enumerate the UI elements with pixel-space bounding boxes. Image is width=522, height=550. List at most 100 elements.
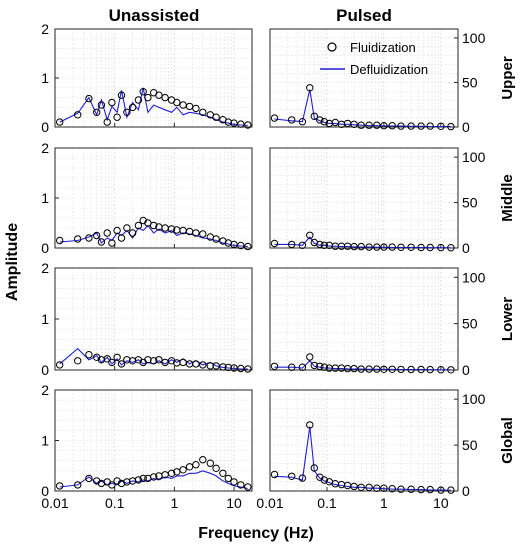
fluidization-point [85,474,93,483]
y-tick-label: 1 [41,70,49,86]
fluidization-point [270,470,279,479]
legend-label-defluidization: Defluidization [350,62,428,77]
fluidization-point [139,474,147,483]
fluidization-point [56,236,64,245]
y-tick-label: 2 [41,21,49,37]
fluidization-point [388,485,396,493]
fluidization-point [185,463,194,471]
fluidization-point [74,481,82,489]
fluidization-point [270,362,279,370]
fluidization-point [161,93,169,102]
fluidization-point [128,103,137,112]
fluidization-point [350,242,358,251]
fluidization-point [365,483,373,491]
fluidization-point [167,225,176,233]
fluidization-point [199,230,207,238]
fluidization-point [56,482,64,490]
y-tick-label: 100 [462,269,486,285]
fluidization-point [288,472,296,480]
fluidization-point [380,243,388,251]
x-tick-label: 0.1 [105,495,125,511]
fluidization-point [199,456,207,464]
fluidization-point [350,120,358,129]
fluidization-point [74,111,82,119]
fluidization-point [357,242,365,251]
fluidization-point [108,98,116,107]
defluidization-line [59,224,248,248]
fluidization-point [224,118,233,126]
fluidization-point [108,481,116,489]
fluidization-point [212,113,220,121]
y-tick-label: 50 [462,316,478,332]
fluidization-point [93,231,101,240]
row-label: Global [499,417,516,464]
fluidization-point [134,221,143,230]
fluidization-point [373,484,381,492]
series-group-upper-pulsed [270,84,455,131]
fluidization-point [298,363,307,371]
fluidization-point [417,485,425,494]
series-group-global-unassisted [56,456,252,491]
fluidization-point [139,88,147,96]
fluidization-point [150,473,158,481]
fluidization-point [230,119,238,127]
fluidization-point [117,360,126,368]
fluidization-point [74,235,82,243]
x-tick-label: 0.1 [317,495,337,511]
x-tick-label: 0.01 [41,495,68,511]
fluidization-point [397,243,405,252]
fluidization-point [103,355,111,363]
fluidization-point [230,478,238,486]
fluidization-point [437,122,445,131]
fluidization-point [123,224,131,232]
fluidization-point [316,362,324,370]
fluidization-point [357,483,365,491]
fluidization-point [113,226,121,235]
fluidization-point [407,365,415,374]
fluidization-point [426,243,434,252]
fluidization-point [373,121,381,129]
fluidization-point [237,241,245,250]
fluidization-point [85,94,93,103]
y-tick-label: 0 [462,362,470,378]
fluidization-point [397,122,405,130]
series-group-lower-pulsed [270,353,455,374]
fluidization-point [244,242,252,251]
y-tick-label: 1 [41,433,49,449]
fluidization-point [298,241,307,250]
fluidization-point [230,240,238,249]
column-title: Pulsed [336,6,392,25]
legend: Fluidization Defluidization [320,40,428,77]
fluidization-point [343,481,352,490]
fluidization-point [357,121,365,129]
series-group-lower-unassisted [56,347,252,373]
y-tick-label: 2 [41,140,49,156]
fluidization-point [212,362,220,370]
fluidization-point [373,365,381,373]
fluidization-point [320,118,328,126]
fluidization-point [144,93,152,102]
fluidization-point [199,108,207,117]
fluidization-point [167,469,176,477]
fluidization-point [113,353,121,361]
fluidization-point [310,112,318,121]
fluidization-point [206,362,215,370]
fluidization-point [155,356,163,364]
y-tick-label: 100 [462,30,486,46]
fluidization-point [343,119,352,128]
fluidization-point [108,239,116,247]
series-group-middle-pulsed [270,231,455,252]
fluidization-point [350,364,358,373]
series-group-upper-unassisted [56,87,252,129]
y-tick-label: 2 [41,260,49,276]
fluidization-point [447,486,455,494]
x-tick-label: 10 [226,495,242,511]
fluidization-point [310,464,318,472]
fluidization-point [155,91,163,99]
fluidization-point [288,363,296,371]
panel-lower-unassisted: 0 1 2 [41,260,253,378]
panel-global-pulsed: 0 50 100 0.01 0.1 1 10 [256,389,486,511]
fluidization-point [288,240,296,249]
y-tick-label: 2 [41,382,49,398]
